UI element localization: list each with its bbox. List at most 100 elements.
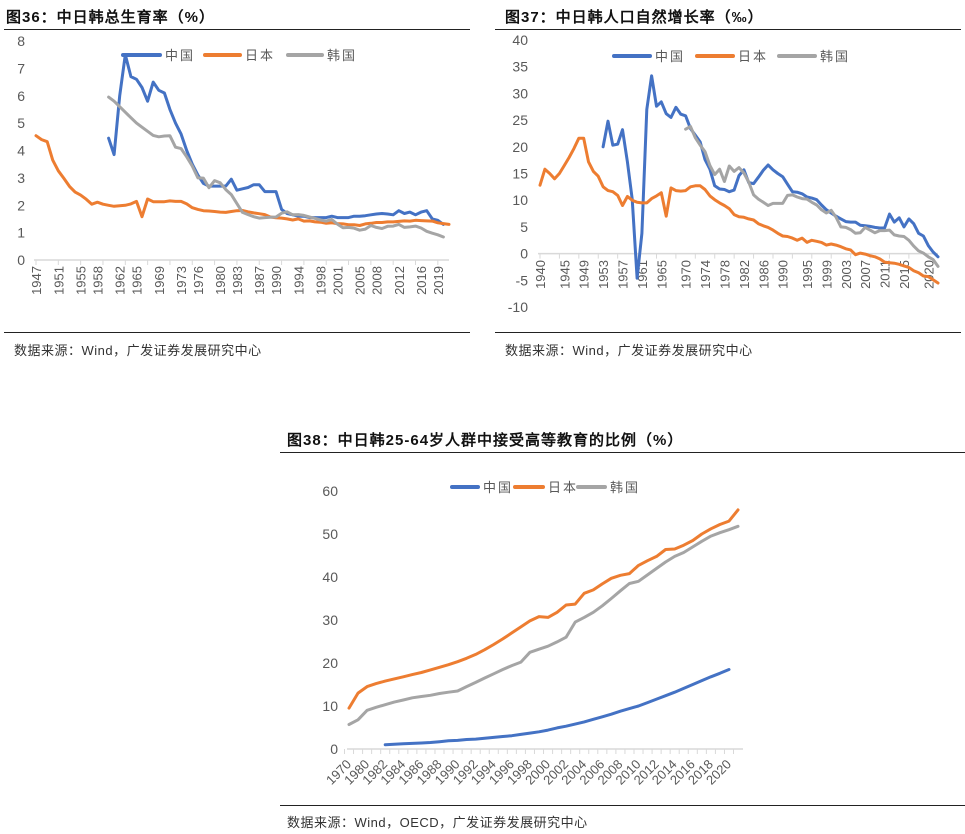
x-tick-label: 1974 (698, 260, 713, 289)
chart36-source-rule (4, 332, 470, 333)
legend-label: 日本 (245, 48, 275, 63)
x-tick-label: 2003 (839, 260, 854, 289)
chart-37: -10 -5 0 5 10 15 20 25 30 35 40 1940 1945 1949 1953 195… (508, 32, 940, 315)
x-tick-label: 1970 (679, 260, 694, 289)
chart37-title: 图37：中日韩人口自然增长率（‰） (505, 9, 764, 26)
x-tick-label: 1958 (90, 266, 105, 295)
chart37-title-rule (495, 29, 961, 30)
legend-item-japan: 日本 (695, 49, 768, 64)
series-line-japan (538, 136, 940, 285)
x-tick-label: 1990 (269, 266, 284, 295)
y-tick-label: 40 (322, 569, 338, 585)
x-tick-label: 2019 (431, 266, 446, 295)
chart37-source-rule (495, 332, 961, 333)
y-tick-label: 15 (512, 166, 528, 182)
chart36-source: 数据来源：Wind，广发证券发展研究中心 (14, 343, 262, 358)
chart38-source-rule (280, 805, 965, 806)
series-line-korea (107, 95, 445, 239)
y-tick-label: 7 (17, 60, 25, 76)
chart36-title: 图36：中日韩总生育率（%） (6, 9, 216, 26)
series-line-korea (684, 125, 940, 268)
y-tick-label: 30 (322, 612, 338, 628)
y-tick-label: 4 (17, 143, 25, 159)
legend-item-japan: 日本 (513, 480, 578, 495)
x-tick-label: 1957 (616, 260, 631, 289)
x-tick-label: 1976 (191, 266, 206, 295)
series-line-japan (347, 508, 740, 710)
x-tick-label: 1947 (29, 266, 44, 295)
x-tick-label: 2011 (878, 260, 893, 288)
x-tick-label: 1986 (756, 260, 771, 289)
series-line-china (107, 53, 445, 226)
x-tick-label: 1999 (819, 260, 834, 289)
legend-label: 韩国 (327, 48, 357, 63)
x-tick-label: 1951 (51, 266, 66, 295)
x-tick-label: 1973 (174, 266, 189, 295)
y-tick-label: 20 (512, 139, 528, 155)
chart38-title: 图38：中日韩25-64岁人群中接受高等教育的比例（%） (287, 432, 684, 449)
chart-36: 0 1 2 3 4 5 6 7 8 1947 1951 1955 1958 1962 1965 1969 197… (17, 33, 451, 295)
legend-label: 韩国 (820, 49, 850, 64)
y-tick-label: 0 (520, 246, 528, 262)
chart36-title-rule (4, 29, 470, 30)
y-tick-label: 2 (17, 197, 25, 213)
x-tick-label: 1945 (557, 260, 572, 289)
y-tick-label: 10 (322, 698, 338, 714)
x-tick-label: 2020 (921, 260, 936, 289)
x-tick-label: 2005 (353, 266, 368, 295)
y-tick-label: 3 (17, 170, 25, 186)
x-tick-label: 1965 (129, 266, 144, 295)
legend-item-korea: 韩国 (576, 480, 640, 495)
y-tick-label: 10 (512, 192, 528, 208)
y-tick-label: 30 (512, 85, 528, 101)
x-tick-label: 1982 (737, 260, 752, 289)
y-tick-label: 5 (17, 115, 25, 131)
legend-label: 中国 (655, 49, 685, 64)
x-tick-label: 1969 (152, 266, 167, 295)
y-tick-label: 25 (512, 112, 528, 128)
x-tick-label: 1994 (291, 266, 306, 295)
series-line-korea (347, 524, 740, 726)
legend-item-korea: 韩国 (286, 48, 357, 63)
chart38-title-rule (280, 452, 965, 453)
y-tick-label: -5 (516, 272, 529, 288)
x-tick-label: 1998 (314, 266, 329, 295)
y-tick-label: 40 (512, 32, 528, 48)
x-tick-label: 1987 (252, 266, 267, 295)
series-line-china (601, 74, 940, 280)
y-tick-label: 60 (322, 483, 338, 499)
legend-item-japan: 日本 (203, 48, 275, 63)
series-line-china (383, 668, 731, 747)
x-tick-label: 1953 (596, 260, 611, 289)
x-tick-label: 2012 (392, 266, 407, 295)
x-tick-label: 1978 (717, 260, 732, 289)
legend-item-china: 中国 (450, 480, 513, 495)
x-tick-label: 1995 (800, 260, 815, 289)
x-tick-label: 1990 (776, 260, 791, 289)
y-tick-label: 50 (322, 526, 338, 542)
x-tick-label: 1965 (654, 260, 669, 289)
legend-label: 中国 (165, 48, 195, 63)
y-tick-label: 5 (520, 219, 528, 235)
chart37-source: 数据来源：Wind，广发证券发展研究中心 (505, 343, 753, 358)
y-tick-label: 6 (17, 88, 25, 104)
x-tick-label: 1962 (113, 266, 128, 295)
legend-label: 中国 (483, 480, 513, 495)
y-tick-label: 1 (17, 225, 25, 241)
chart38-source: 数据来源：Wind，OECD，广发证券发展研究中心 (287, 815, 588, 830)
legend-label: 韩国 (610, 480, 640, 495)
x-tick-label: 1980 (213, 266, 228, 295)
x-tick-label: 2007 (858, 260, 873, 289)
legend-label: 日本 (548, 480, 578, 495)
y-tick-label: 35 (512, 59, 528, 75)
x-tick-label: 2016 (414, 266, 429, 295)
legend-item-korea: 韩国 (777, 49, 850, 64)
x-tick-label: 1940 (533, 260, 548, 289)
y-tick-label: 8 (17, 33, 25, 49)
y-tick-label: 0 (330, 741, 338, 757)
x-tick-label: 1983 (230, 266, 245, 295)
legend-label: 日本 (738, 49, 768, 64)
x-tick-label: 1955 (74, 266, 89, 295)
x-tick-label: 2001 (330, 266, 345, 295)
